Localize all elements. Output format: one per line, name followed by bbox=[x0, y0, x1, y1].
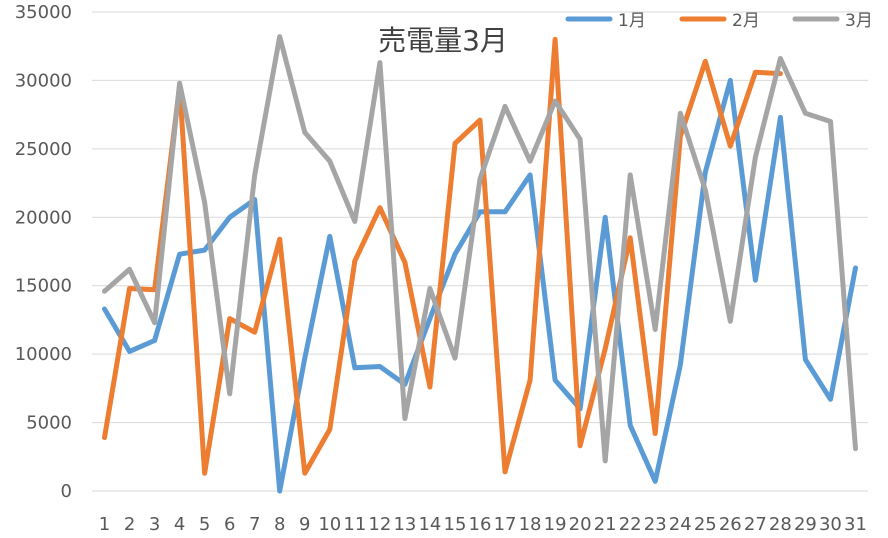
x-tick-label: 26 bbox=[719, 514, 742, 535]
x-tick-label: 8 bbox=[274, 514, 285, 535]
x-tick-label: 4 bbox=[174, 514, 185, 535]
series-line-1 bbox=[102, 77, 858, 494]
x-tick-label: 5 bbox=[199, 514, 210, 535]
series-lines bbox=[102, 34, 858, 494]
x-tick-label: 19 bbox=[544, 514, 567, 535]
x-tick-label: 24 bbox=[669, 514, 692, 535]
y-tick-label: 0 bbox=[61, 481, 72, 502]
y-tick-label: 20000 bbox=[15, 207, 72, 228]
x-tick-label: 25 bbox=[694, 514, 717, 535]
x-tick-label: 10 bbox=[318, 514, 341, 535]
y-axis-tick-labels: 0 5000 10000 15000 20000 25000 30000 35000 bbox=[15, 2, 72, 502]
x-tick-label: 2 bbox=[124, 514, 135, 535]
y-tick-label: 10000 bbox=[15, 344, 72, 365]
x-tick-label: 9 bbox=[299, 514, 310, 535]
series-line-3 bbox=[102, 34, 858, 464]
x-tick-label: 15 bbox=[444, 514, 467, 535]
legend-label-2: 2月 bbox=[732, 11, 760, 31]
legend-label-3: 3月 bbox=[845, 11, 873, 31]
x-tick-label: 29 bbox=[794, 514, 817, 535]
x-tick-label: 7 bbox=[249, 514, 260, 535]
x-tick-label: 28 bbox=[769, 514, 792, 535]
x-tick-label: 16 bbox=[469, 514, 492, 535]
y-tick-label: 5000 bbox=[26, 413, 72, 434]
y-tick-label: 30000 bbox=[15, 70, 72, 91]
y-tick-label: 15000 bbox=[15, 276, 72, 297]
y-tick-label: 35000 bbox=[15, 2, 72, 23]
x-tick-label: 30 bbox=[819, 514, 842, 535]
x-tick-label: 13 bbox=[393, 514, 416, 535]
x-tick-label: 27 bbox=[744, 514, 767, 535]
x-tick-label: 1 bbox=[99, 514, 110, 535]
x-tick-label: 20 bbox=[569, 514, 592, 535]
legend: 1月 2月 3月 bbox=[565, 11, 873, 31]
x-tick-label: 3 bbox=[149, 514, 160, 535]
x-tick-label: 22 bbox=[619, 514, 642, 535]
x-tick-label: 12 bbox=[368, 514, 391, 535]
x-tick-label: 11 bbox=[343, 514, 366, 535]
x-axis-tick-labels: 1 2 3 4 5 6 7 8 9 10 11 12 13 14 15 16 17 18 19 20 21 22 23 24 2… bbox=[99, 514, 867, 535]
x-tick-label: 18 bbox=[519, 514, 542, 535]
y-tick-label: 25000 bbox=[15, 139, 72, 160]
chart-title: 売電量3月 bbox=[378, 24, 508, 57]
x-tick-label: 23 bbox=[644, 514, 667, 535]
x-tick-label: 21 bbox=[594, 514, 617, 535]
x-tick-label: 17 bbox=[494, 514, 517, 535]
x-tick-label: 6 bbox=[224, 514, 235, 535]
x-tick-label: 14 bbox=[418, 514, 441, 535]
x-tick-label: 31 bbox=[844, 514, 867, 535]
legend-label-1: 1月 bbox=[618, 11, 646, 31]
series-line-2 bbox=[102, 36, 783, 476]
